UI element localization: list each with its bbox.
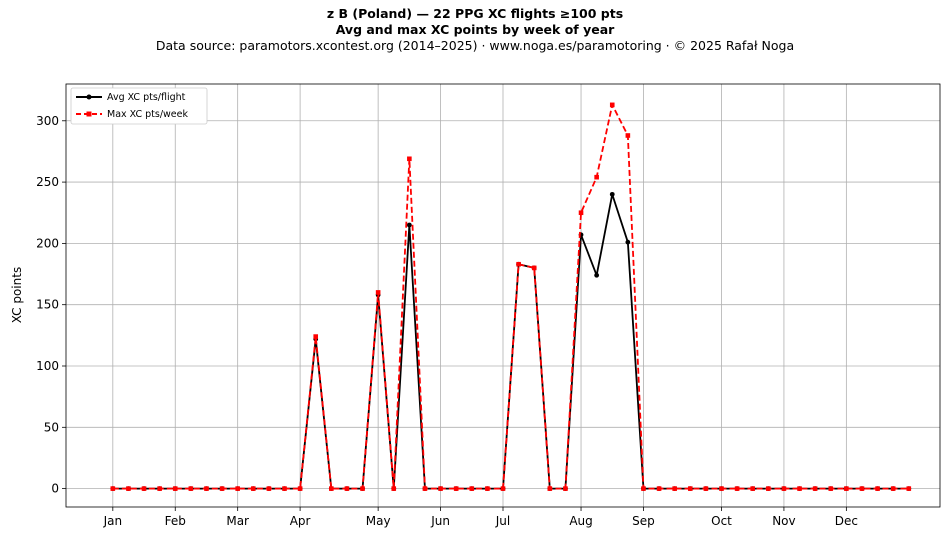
- max-point: [625, 133, 631, 138]
- max-point: [828, 486, 834, 491]
- max-point: [797, 486, 802, 491]
- max-point: [235, 486, 240, 491]
- max-point: [578, 210, 584, 216]
- max-point: [719, 486, 724, 491]
- max-point: [172, 486, 178, 491]
- avg-point: [594, 272, 600, 278]
- max-point: [453, 486, 459, 491]
- max-point: [672, 486, 677, 491]
- max-point: [890, 486, 896, 491]
- max-point: [766, 486, 771, 491]
- max-point: [485, 486, 490, 491]
- legend: Avg XC pts/flight Max XC pts/week: [70, 87, 208, 125]
- max-point: [219, 486, 225, 491]
- y-tick-label: 150: [36, 298, 59, 312]
- y-axis-label: XC points: [10, 267, 24, 323]
- y-tick-label: 100: [36, 359, 59, 373]
- max-point: [500, 486, 506, 491]
- max-point: [609, 102, 615, 108]
- series-line-max: [112, 103, 909, 490]
- legend-max-label: Max XC pts/week: [107, 109, 188, 120]
- max-point: [438, 486, 443, 491]
- max-point: [297, 486, 303, 491]
- chart-title-line2: Avg and max XC points by week of year: [335, 22, 615, 37]
- max-point: [906, 486, 912, 491]
- max-point: [531, 265, 537, 271]
- max-point: [750, 486, 756, 491]
- max-point: [812, 486, 818, 491]
- x-tick-label: Dec: [835, 514, 858, 528]
- max-point: [844, 486, 849, 491]
- max-point: [516, 261, 521, 267]
- max-point: [250, 486, 256, 491]
- y-tick-label: 200: [36, 236, 59, 250]
- chart-title-block: z B (Poland) — 22 PPG XC flights ≥100 pt…: [0, 6, 950, 54]
- series-lines: [110, 102, 912, 492]
- max-point: [391, 486, 397, 491]
- max-point: [859, 486, 865, 491]
- max-point: [204, 486, 209, 491]
- max-point: [141, 486, 147, 491]
- y-tick-label: 300: [36, 114, 59, 128]
- max-point: [313, 334, 319, 339]
- x-tick-label: May: [366, 514, 391, 528]
- x-tick-label: Apr: [290, 514, 311, 528]
- y-tick-label: 0: [51, 482, 59, 496]
- max-point: [656, 486, 662, 491]
- legend-box: [70, 87, 208, 125]
- max-point: [110, 486, 116, 491]
- x-tick-label: Feb: [165, 514, 186, 528]
- max-point: [266, 486, 272, 491]
- max-point: [157, 486, 162, 491]
- avg-point: [406, 222, 412, 228]
- max-point: [594, 174, 599, 180]
- x-tick-label: Jun: [430, 514, 450, 528]
- max-point: [188, 486, 194, 491]
- x-tick-label: Sep: [632, 514, 655, 528]
- max-point: [126, 486, 131, 491]
- max-point: [344, 486, 350, 491]
- max-point: [422, 486, 428, 491]
- x-tick-label: Oct: [711, 514, 732, 528]
- max-point: [547, 486, 553, 491]
- x-tick-label: Mar: [226, 514, 249, 528]
- legend-max-marker: [86, 111, 92, 117]
- x-tick-label: Jul: [495, 514, 510, 528]
- max-point: [703, 486, 709, 491]
- max-point: [282, 486, 287, 491]
- x-tick-label: Nov: [772, 514, 795, 528]
- legend-avg-marker: [86, 94, 92, 100]
- x-tick-label: Aug: [569, 514, 592, 528]
- max-point: [329, 486, 334, 491]
- axis-ticks: Jan Feb Mar Apr May Jun Jul Aug Sep Oct Nov Dec 0 50 1…: [36, 114, 858, 528]
- max-point: [781, 486, 787, 491]
- max-point: [407, 156, 412, 162]
- max-point: [469, 486, 475, 491]
- chart-title: z B (Poland) — 22 PPG XC flights ≥100 pt…: [326, 6, 624, 21]
- legend-avg-label: Avg XC pts/flight: [107, 92, 186, 103]
- plot-frame: [65, 83, 941, 508]
- y-tick-label: 50: [44, 420, 59, 434]
- max-point: [687, 486, 693, 491]
- max-point: [360, 486, 365, 491]
- max-point: [375, 290, 381, 295]
- y-tick-label: 250: [36, 175, 59, 189]
- avg-point: [625, 239, 631, 245]
- avg-point: [609, 191, 615, 197]
- max-point: [641, 486, 646, 491]
- max-point: [875, 486, 880, 491]
- max-point: [734, 486, 740, 491]
- chart-subtitle: Data source: paramotors.xcontest.org (20…: [155, 38, 795, 53]
- x-tick-label: Jan: [103, 514, 123, 528]
- max-point: [563, 486, 568, 491]
